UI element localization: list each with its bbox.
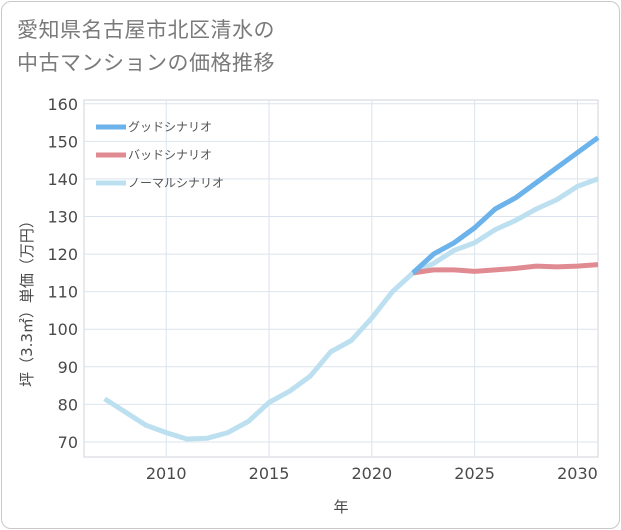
chart-title-line1: 愛知県名古屋市北区清水の <box>17 18 275 42</box>
x-tick-label: 2015 <box>249 464 290 483</box>
plot-area <box>83 99 599 458</box>
y-tick-label: 150 <box>47 132 78 151</box>
legend-label-bad: バッドシナリオ <box>128 148 212 162</box>
y-tick-label: 100 <box>47 320 78 339</box>
series-line-bad <box>412 262 599 276</box>
legend-label-good: グッドシナリオ <box>128 120 212 134</box>
y-axis-ticks: 70 80 90 100 110 120 130 140 150 160 <box>47 95 78 452</box>
series-line-good <box>411 135 600 275</box>
y-tick-label: 70 <box>58 433 78 452</box>
series-lines <box>103 135 600 442</box>
chart-title: 愛知県名古屋市北区清水の 中古マンションの価格推移 <box>17 14 275 80</box>
y-axis-label: 坪（3.3㎡）単価（万円） <box>18 213 36 387</box>
y-tick-label: 110 <box>47 283 78 302</box>
x-tick-label: 2025 <box>454 464 495 483</box>
x-tick-label: 2020 <box>351 464 392 483</box>
y-tick-label: 160 <box>47 95 78 114</box>
series-line-normal <box>103 176 599 442</box>
y-tick-label: 120 <box>47 245 78 264</box>
y-tick-label: 130 <box>47 207 78 226</box>
y-tick-label: 80 <box>58 395 78 414</box>
y-tick-label: 90 <box>58 358 78 377</box>
legend-label-normal: ノーマルシナリオ <box>128 176 224 190</box>
grid-lines <box>84 100 598 457</box>
y-tick-label: 140 <box>47 170 78 189</box>
x-axis-label: 年 <box>333 498 348 516</box>
x-axis-ticks: 2010 2015 2020 2025 2030 <box>146 464 598 483</box>
x-tick-label: 2010 <box>146 464 187 483</box>
x-tick-label: 2030 <box>557 464 598 483</box>
chart-title-line2: 中古マンションの価格推移 <box>17 51 275 75</box>
